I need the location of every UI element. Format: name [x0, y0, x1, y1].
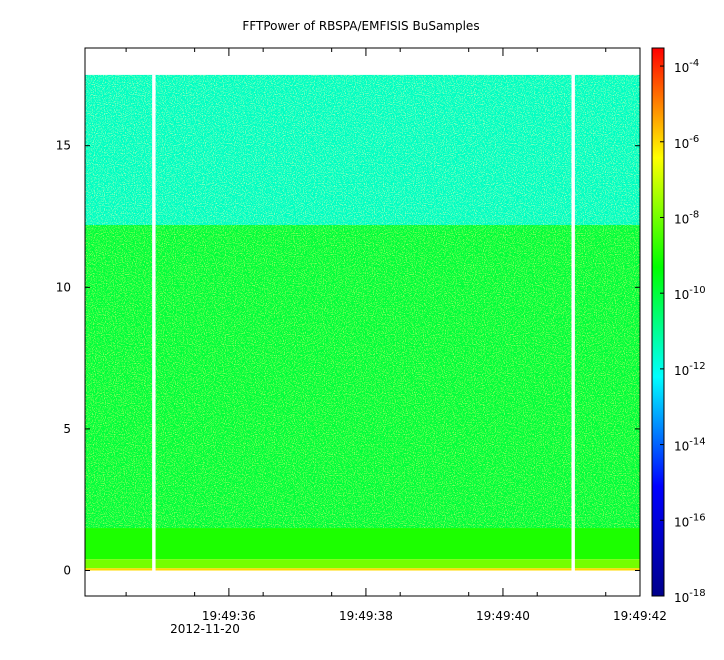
spectrogram-band	[85, 225, 640, 529]
colorbar-tick-label: 10-12	[674, 361, 706, 378]
plot-area	[85, 74, 640, 571]
y-tick-label: 10	[56, 280, 71, 294]
spectrogram-band	[85, 528, 640, 560]
data-gaps	[152, 74, 575, 571]
data-gap	[571, 74, 575, 571]
y-axis: 0 5 10 15	[56, 139, 640, 578]
x-tick-label: 19:49:38	[339, 609, 393, 623]
y-tick-label: 5	[63, 422, 71, 436]
colorbar-tick-label: 10-14	[674, 437, 706, 454]
colorbar	[651, 47, 665, 597]
colorbar-tick-label: 10-6	[674, 134, 699, 151]
spectrogram-bands	[85, 74, 640, 571]
spectrogram-band	[85, 568, 640, 571]
plot-frame	[84, 47, 641, 597]
colorbar-tick-label: 10-10	[674, 285, 706, 302]
data-gap	[152, 74, 156, 571]
colorbar-tick-label: 10-16	[674, 512, 706, 529]
x-tick-label: 19:49:40	[476, 609, 530, 623]
colorbar-axis: 10-4 10-6 10-8 10-10 10-12 10-14 10-16 10-18	[660, 58, 706, 605]
spectrogram-band	[85, 559, 640, 569]
chart-title: FFTPower of RBSPA/EMFISIS BuSamples	[242, 19, 479, 33]
colorbar-tick-label: 10-8	[674, 209, 699, 226]
x-tick-label: 19:49:42	[613, 609, 667, 623]
x-date-label: 2012-11-20	[170, 622, 240, 636]
x-tick-label: 19:49:36	[202, 609, 256, 623]
spectrogram-band	[85, 74, 640, 226]
colorbar-tick-label: 10-4	[674, 58, 699, 75]
x-axis: 2012-11-20 19:49:36 19:49:38 19:49:40 19:49…	[125, 48, 667, 636]
y-tick-label: 15	[56, 139, 71, 153]
colorbar-tick-label: 10-18	[674, 588, 706, 605]
y-tick-label: 0	[63, 564, 71, 578]
